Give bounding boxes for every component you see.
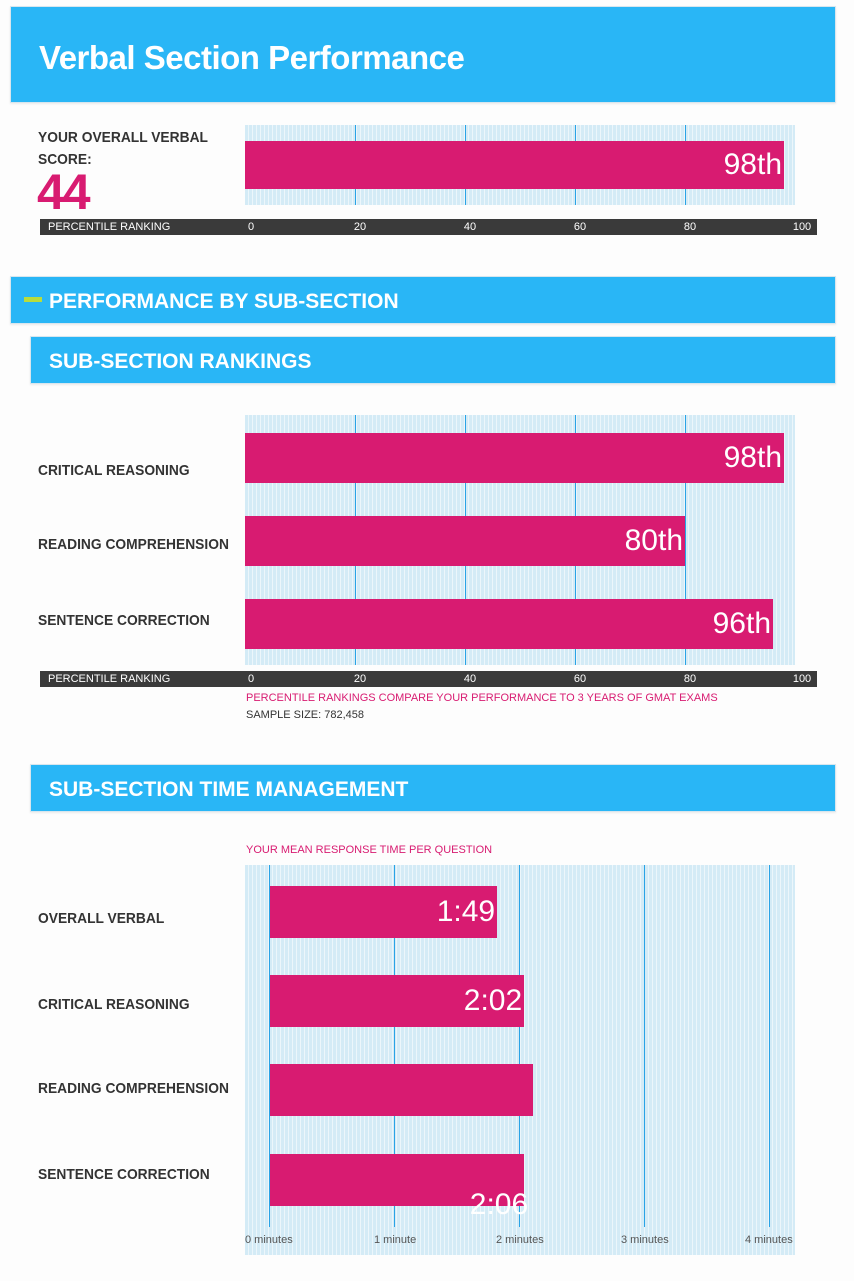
overall-percentile-plot: 98th	[245, 125, 795, 205]
axis-tick: 100	[792, 673, 812, 685]
time-axis-tick: 2 minutes	[496, 1234, 544, 1246]
time-axis-tick: 4 minutes	[745, 1234, 793, 1246]
ranking-bar-label: 96th	[712, 607, 771, 640]
gridline	[685, 415, 686, 665]
ranking-row-label: READING COMPREHENSION	[38, 536, 229, 553]
ranking-bar-reading-comprehension: 80th	[245, 516, 685, 566]
time-section-header: SUB-SECTION TIME MANAGEMENT	[30, 764, 836, 812]
axis-tick: 20	[353, 673, 367, 685]
performance-section-title: PERFORMANCE BY SUB-SECTION	[49, 290, 399, 313]
ranking-row-label: SENTENCE CORRECTION	[38, 612, 210, 629]
time-subtitle: YOUR MEAN RESPONSE TIME PER QUESTION	[246, 844, 493, 856]
performance-section-toggle[interactable]: PERFORMANCE BY SUB-SECTION	[10, 276, 836, 324]
ranking-bar-label: 98th	[723, 441, 782, 474]
ranking-bar-label: 80th	[624, 524, 683, 557]
axis-tick: 0	[247, 673, 255, 685]
percentile-axis-rankings: PERCENTILE RANKING 0 20 40 60 80 100	[40, 671, 817, 687]
overall-percentile-label: 98th	[723, 148, 782, 181]
time-row-label: READING COMPREHENSION	[38, 1080, 229, 1097]
time-plot: 1:49 2:02 2:06 0 minutes 1 minute 2 minu…	[245, 865, 795, 1255]
rankings-note: PERCENTILE RANKINGS COMPARE YOUR PERFORM…	[246, 692, 718, 704]
axis-tick: 60	[573, 673, 587, 685]
axis-tick: 100	[792, 221, 812, 233]
gridline	[769, 865, 770, 1227]
sample-size: SAMPLE SIZE: 782,458	[246, 709, 365, 721]
percentile-axis-top: PERCENTILE RANKING 0 20 40 60 80 100	[40, 219, 817, 235]
axis-tick: 40	[463, 221, 477, 233]
rankings-section-header: SUB-SECTION RANKINGS	[30, 336, 836, 384]
gridline	[644, 865, 645, 1227]
time-bar-reading-comprehension	[270, 1064, 533, 1116]
time-row-label: OVERALL VERBAL	[38, 910, 165, 927]
time-bar-overall-verbal: 1:49	[270, 886, 498, 938]
ranking-bar-sentence-correction: 96th	[245, 599, 773, 649]
overall-score-label: YOUR OVERALL VERBAL SCORE:	[38, 129, 208, 168]
time-axis-tick: 1 minute	[374, 1234, 417, 1246]
rankings-section-title: SUB-SECTION RANKINGS	[49, 350, 312, 373]
overall-percentile-bar: 98th	[245, 141, 784, 189]
axis-tick: 40	[463, 673, 477, 685]
time-bar-critical-reasoning: 2:02	[270, 975, 525, 1027]
time-bar-sentence-correction: 2:06	[270, 1154, 528, 1221]
axis-tick: 60	[573, 221, 587, 233]
time-axis-tick: 3 minutes	[621, 1234, 669, 1246]
time-bar-label: 1:49	[436, 895, 496, 928]
axis-tick: 80	[683, 221, 697, 233]
time-bar-label: 2:06	[469, 1188, 529, 1221]
time-section-title: SUB-SECTION TIME MANAGEMENT	[49, 778, 409, 801]
ranking-bar-critical-reasoning: 98th	[245, 433, 784, 483]
gridline	[519, 865, 520, 1227]
axis-tick: 80	[683, 673, 697, 685]
time-bar-label: 2:02	[463, 984, 523, 1017]
page-header: Verbal Section Performance	[10, 6, 836, 103]
gridline	[269, 865, 270, 1227]
rankings-plot: 98th 80th 96th	[245, 415, 795, 665]
collapse-icon[interactable]	[24, 297, 42, 302]
ranking-row-label: CRITICAL REASONING	[38, 462, 190, 479]
page-title: Verbal Section Performance	[39, 39, 465, 76]
time-row-label: SENTENCE CORRECTION	[38, 1166, 210, 1183]
overall-score-value: 44	[37, 164, 91, 220]
axis-tick: 0	[247, 221, 255, 233]
time-row-label: CRITICAL REASONING	[38, 996, 190, 1013]
percentile-axis-title: PERCENTILE RANKING	[48, 221, 171, 233]
axis-tick: 20	[353, 221, 367, 233]
percentile-axis-title: PERCENTILE RANKING	[48, 673, 171, 685]
gridline	[394, 865, 395, 1227]
time-axis-tick: 0 minutes	[245, 1234, 293, 1246]
